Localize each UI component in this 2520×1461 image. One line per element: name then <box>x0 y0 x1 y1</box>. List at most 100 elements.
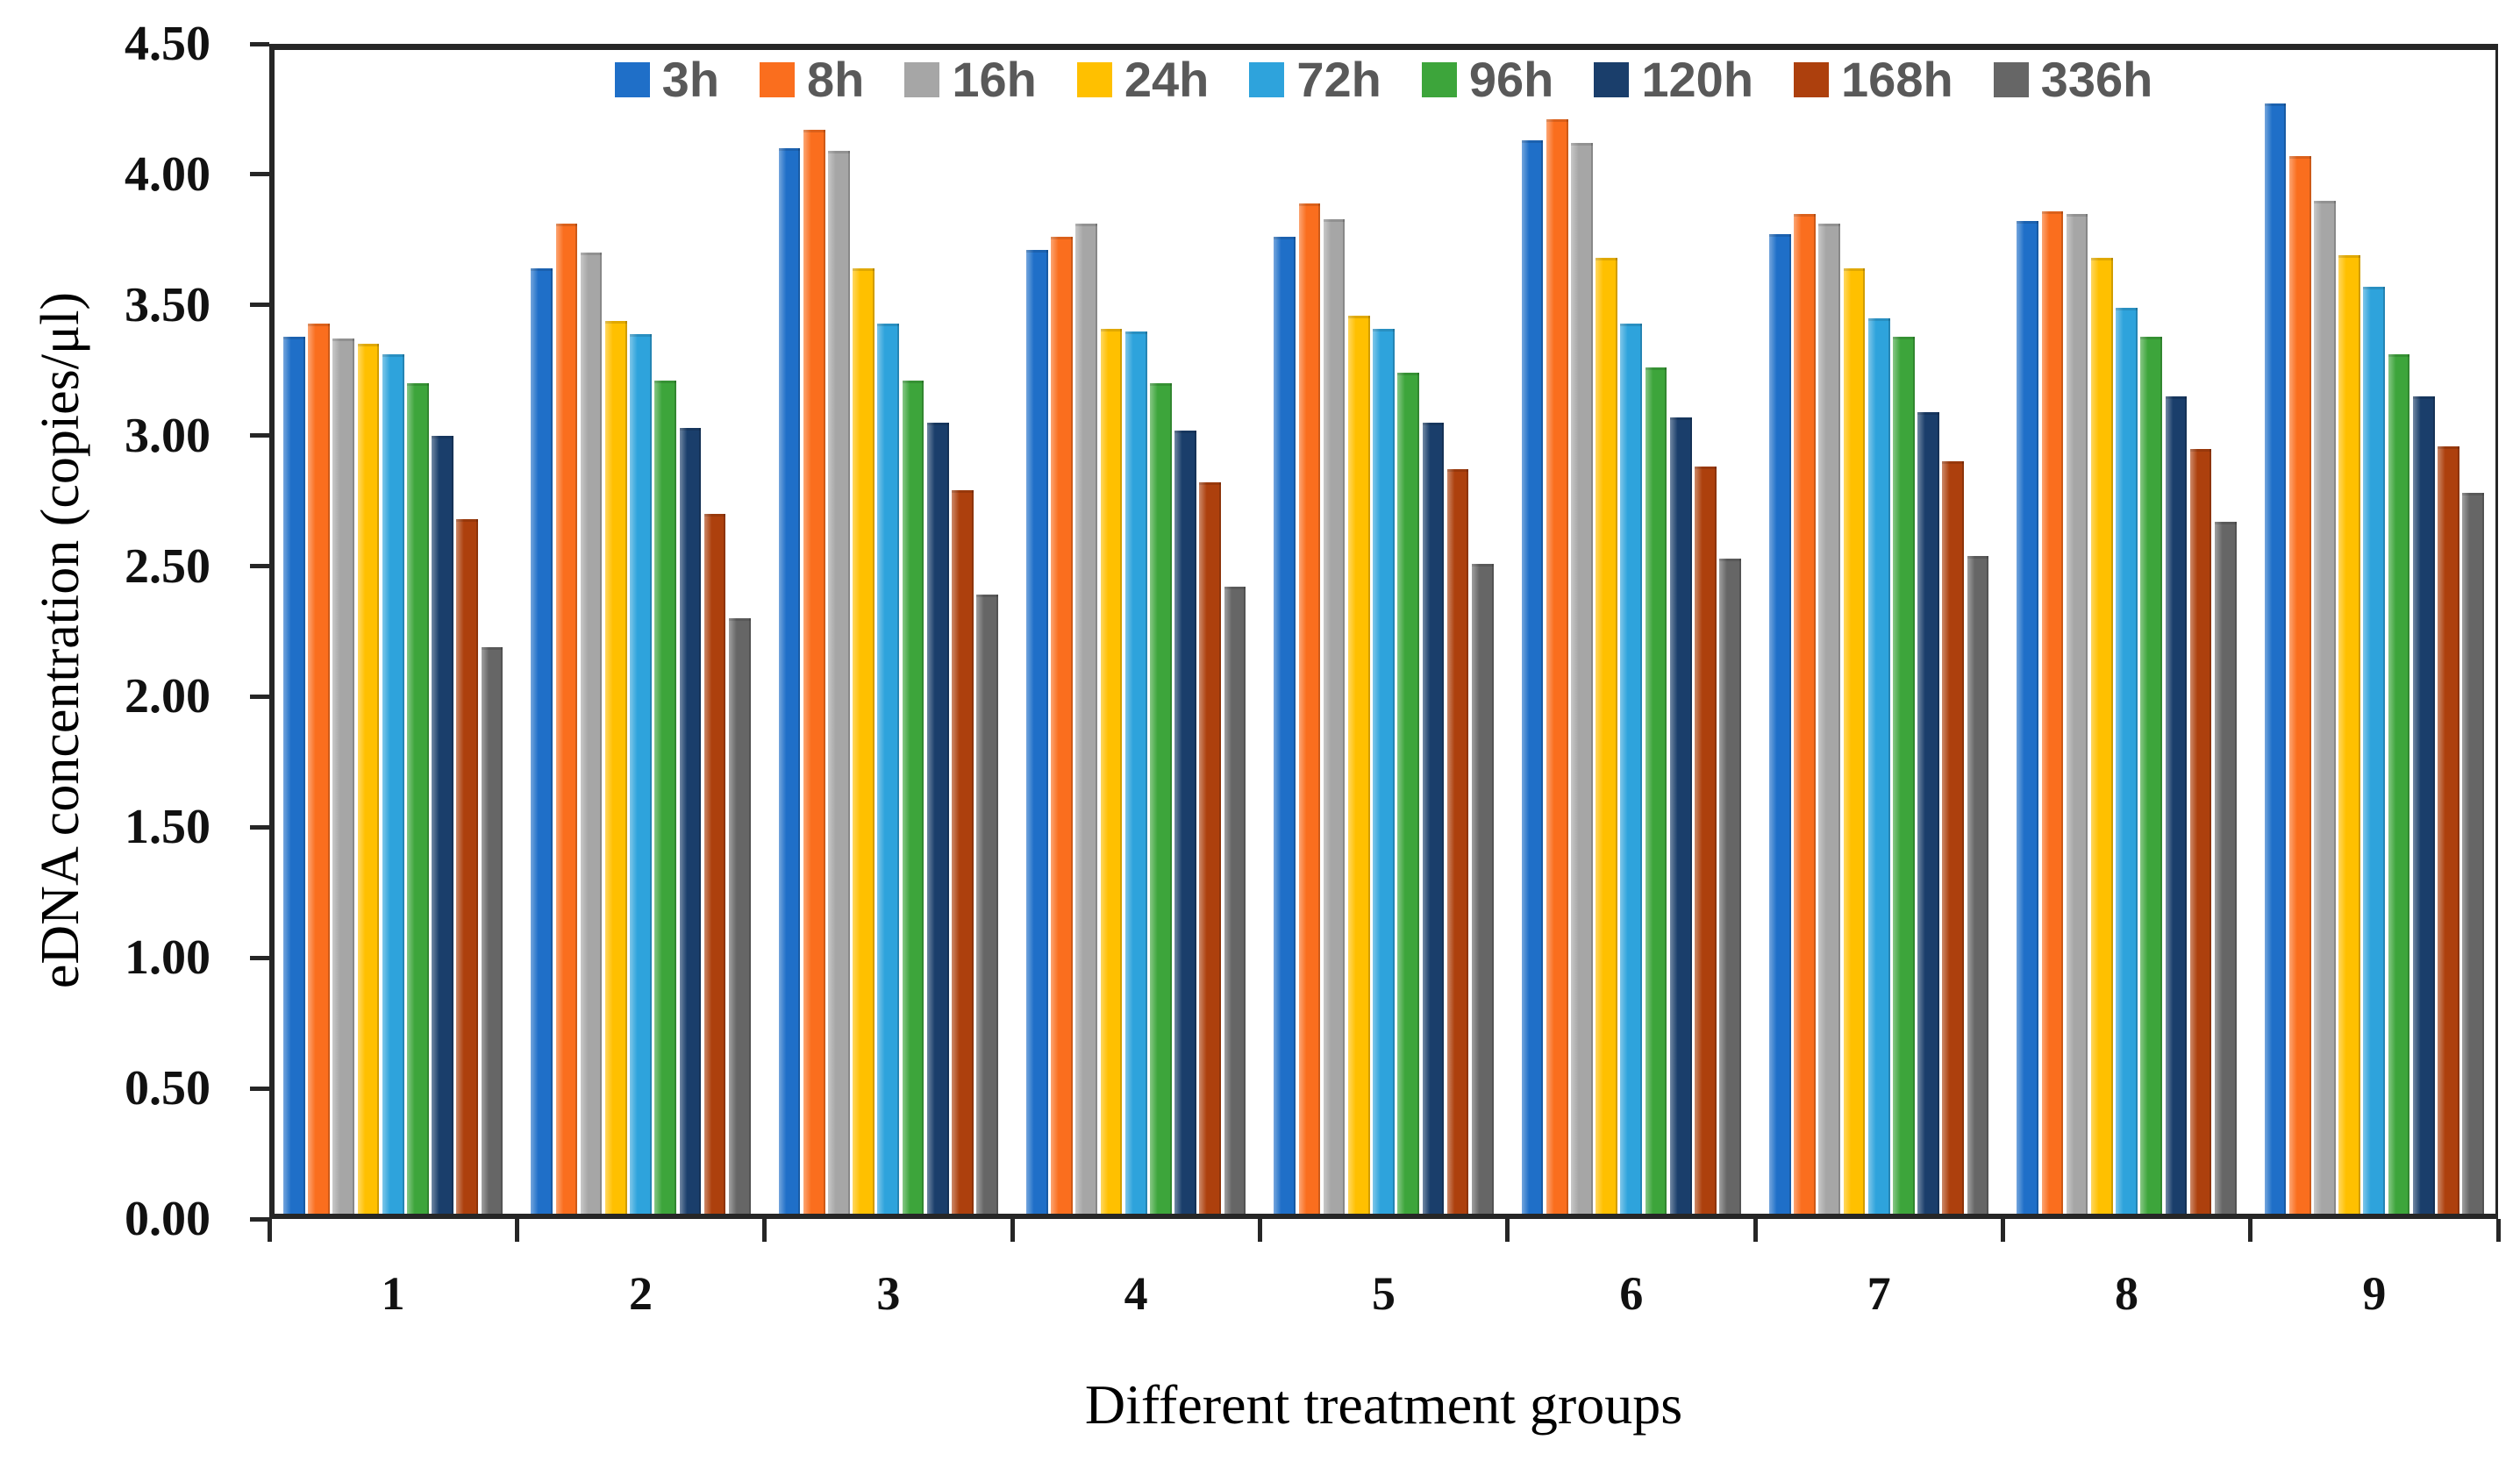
bar-8h-group2 <box>555 224 578 1214</box>
bar-16h-group6 <box>1571 143 1593 1214</box>
y-axis-title: eDNA concentration (copies/μl) <box>31 291 90 989</box>
bar-72h-group4 <box>1124 331 1147 1214</box>
bar-72h-group2 <box>630 333 652 1214</box>
legend-item-168h: 168h <box>1794 51 1953 108</box>
y-tick-label: 3.00 <box>125 408 211 463</box>
bar-168h-group2 <box>703 514 726 1214</box>
x-category-label: 1 <box>381 1267 405 1320</box>
bar-24h-group5 <box>1347 315 1370 1214</box>
y-tick-label: 1.00 <box>125 930 211 986</box>
x-tick-mark <box>1257 1219 1262 1242</box>
y-tick-mark <box>250 1086 269 1091</box>
x-category-label: 7 <box>1867 1267 1891 1320</box>
bar-3h-group9 <box>2264 103 2287 1214</box>
bar-96h-group2 <box>654 381 677 1214</box>
bar-72h-group1 <box>382 354 404 1214</box>
x-category-label: 6 <box>1619 1267 1644 1320</box>
bar-120h-group7 <box>1917 411 1939 1214</box>
bar-168h-group9 <box>2438 445 2459 1214</box>
bar-3h-group3 <box>778 148 801 1214</box>
x-category-label: 4 <box>1124 1267 1148 1320</box>
x-axis-title: Different treatment groups <box>1084 1373 1683 1436</box>
bar-3h-group5 <box>1274 237 1296 1214</box>
y-tick-label: 0.50 <box>125 1061 211 1116</box>
bar-24h-group3 <box>853 268 875 1214</box>
bar-16h-group1 <box>332 339 355 1214</box>
bar-120h-group4 <box>1174 430 1196 1214</box>
x-tick-mark <box>267 1219 272 1242</box>
legend-swatch-8h <box>760 61 796 97</box>
bar-336h-group2 <box>728 618 751 1214</box>
legend-swatch-72h <box>1249 61 1285 97</box>
bar-96h-group9 <box>2388 354 2410 1214</box>
bar-120h-group5 <box>1422 422 1445 1214</box>
legend-swatch-96h <box>1421 61 1457 97</box>
bar-16h-group7 <box>1818 224 1841 1214</box>
bar-96h-group1 <box>406 383 429 1214</box>
bar-8h-group3 <box>803 130 825 1214</box>
bar-96h-group7 <box>1892 336 1915 1214</box>
legend-label: 24h <box>1124 52 1210 107</box>
legend-swatch-16h <box>904 61 940 97</box>
legend-label: 120h <box>1641 52 1754 107</box>
bar-24h-group1 <box>357 344 380 1214</box>
bar-16h-group8 <box>2066 213 2088 1214</box>
x-category-label: 9 <box>2362 1267 2387 1320</box>
legend-swatch-24h <box>1076 61 1112 97</box>
legend-item-120h: 120h <box>1594 51 1753 108</box>
bar-336h-group5 <box>1471 563 1494 1214</box>
y-tick-mark <box>250 694 269 699</box>
x-tick-mark <box>2495 1219 2501 1242</box>
bar-168h-group1 <box>456 518 479 1214</box>
bar-3h-group7 <box>1768 234 1791 1214</box>
y-tick-label: 2.00 <box>125 669 211 724</box>
y-tick-label: 1.50 <box>125 800 211 855</box>
y-tick-mark <box>250 172 269 177</box>
bar-120h-group2 <box>679 427 702 1214</box>
bar-72h-group3 <box>877 323 900 1214</box>
bar-3h-group2 <box>531 268 553 1214</box>
y-tick-label: 4.00 <box>125 146 211 202</box>
bar-120h-group9 <box>2412 396 2435 1214</box>
bar-96h-group5 <box>1397 373 1420 1214</box>
bar-3h-group1 <box>282 336 305 1214</box>
bar-168h-group6 <box>1695 467 1717 1214</box>
x-tick-mark <box>2000 1219 2005 1242</box>
legend-label: 168h <box>1841 52 1953 107</box>
bar-16h-group3 <box>828 151 850 1214</box>
x-category-label: 3 <box>876 1267 901 1320</box>
x-category-label: 5 <box>1371 1267 1396 1320</box>
bar-16h-group4 <box>1075 224 1098 1214</box>
bar-24h-group8 <box>2090 258 2113 1214</box>
x-tick-mark <box>2248 1219 2253 1242</box>
bar-120h-group1 <box>432 435 453 1214</box>
y-tick-label: 3.50 <box>125 277 211 332</box>
bar-336h-group6 <box>1719 558 1742 1214</box>
bar-336h-group8 <box>2214 521 2237 1214</box>
legend: 3h 8h 16h 24h 72h 96h 120h 168h 336h <box>269 51 2498 108</box>
y-tick-mark <box>250 564 269 569</box>
legend-swatch-120h <box>1594 61 1630 97</box>
bar-336h-group1 <box>481 646 503 1214</box>
bar-120h-group6 <box>1669 417 1692 1214</box>
bar-96h-group8 <box>2140 336 2163 1214</box>
bar-24h-group7 <box>1843 268 1866 1214</box>
bar-72h-group6 <box>1620 323 1643 1214</box>
y-tick-mark <box>250 1216 269 1222</box>
x-category-label: 2 <box>628 1267 653 1320</box>
bar-24h-group9 <box>2338 255 2361 1214</box>
y-tick-mark <box>250 955 269 960</box>
x-category-label: 8 <box>2114 1267 2138 1320</box>
bar-72h-group5 <box>1373 328 1395 1214</box>
bar-168h-group3 <box>952 490 974 1214</box>
bar-24h-group4 <box>1100 328 1123 1214</box>
bar-336h-group3 <box>976 595 999 1214</box>
bar-16h-group5 <box>1323 218 1346 1214</box>
bar-24h-group6 <box>1596 258 1618 1214</box>
bar-3h-group6 <box>1521 140 1544 1214</box>
x-tick-mark <box>1010 1219 1015 1242</box>
legend-label: 16h <box>952 52 1037 107</box>
legend-label: 96h <box>1468 52 1554 107</box>
bar-8h-group4 <box>1051 237 1073 1214</box>
bar-8h-group9 <box>2288 156 2311 1214</box>
